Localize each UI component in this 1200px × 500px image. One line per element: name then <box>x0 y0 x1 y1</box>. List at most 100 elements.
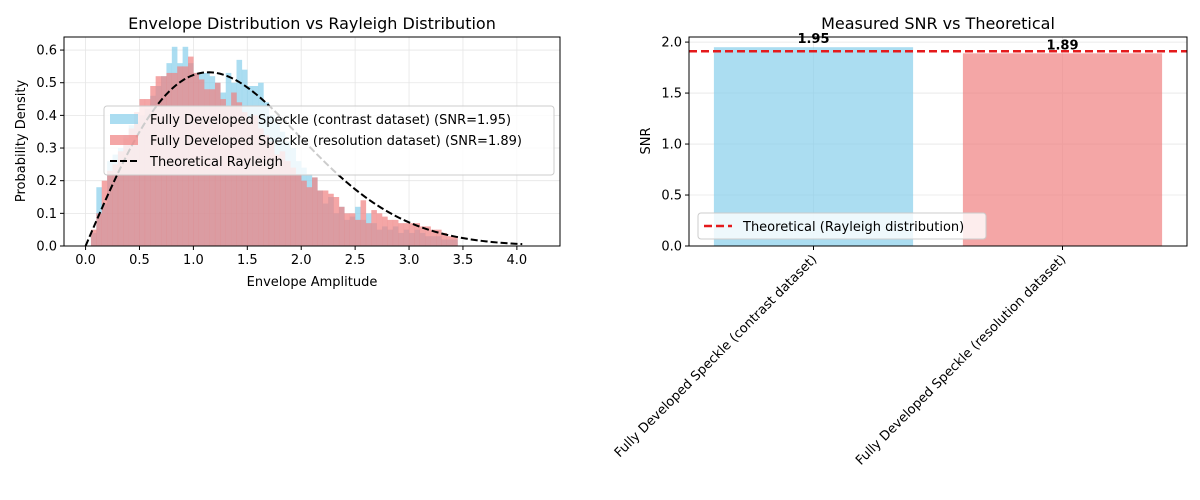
x-tick-label: 3.0 <box>399 253 420 268</box>
x-tick-label: 3.5 <box>453 253 474 268</box>
histogram-chart: Envelope Distribution vs Rayleigh Distri… <box>14 14 561 290</box>
histogram-bar-resolution <box>452 236 458 246</box>
histogram-bar-resolution <box>398 223 404 246</box>
histogram-bar-resolution <box>134 112 140 246</box>
histogram-legend: Fully Developed Speckle (contrast datase… <box>103 105 555 176</box>
histogram-bar-resolution <box>392 219 399 246</box>
legend-label-theoretical: Theoretical (Rayleigh distribution) <box>742 220 964 235</box>
histogram-bar-resolution <box>263 134 270 246</box>
histogram-bar-resolution <box>387 219 394 246</box>
histogram-bar-resolution <box>247 118 253 246</box>
x-tick-label: 1.0 <box>183 253 204 268</box>
histogram-title: Envelope Distribution vs Rayleigh Distri… <box>128 14 496 33</box>
histogram-bar-resolution <box>322 190 329 246</box>
histogram-bar-resolution <box>436 229 442 246</box>
histogram-bar-resolution <box>338 206 345 246</box>
histogram-bar-resolution <box>425 226 431 246</box>
histogram-bar-resolution <box>258 128 264 246</box>
y-tick-label: 0.2 <box>36 174 57 189</box>
histogram-bar-resolution <box>285 161 291 246</box>
snr-bar <box>962 53 1163 246</box>
histogram-bar-resolution <box>409 223 415 246</box>
y-tick-label: 0.0 <box>661 240 682 255</box>
snr-legend-box <box>697 212 987 240</box>
histogram-bar-resolution <box>295 174 302 246</box>
histogram-bar-resolution <box>344 213 350 246</box>
x-tick-label: 2.0 <box>291 253 312 268</box>
histogram-bar-resolution <box>419 226 426 246</box>
legend-label-resolution: Fully Developed Speckle (resolution data… <box>150 134 522 149</box>
x-tick-label: Fully Developed Speckle (resolution data… <box>853 252 1069 468</box>
histogram-bar-resolution <box>96 213 102 246</box>
histogram-bar-resolution <box>312 177 318 246</box>
y-tick-label: 0.4 <box>36 109 57 124</box>
histogram-bar-resolution <box>355 219 361 246</box>
y-tick-label: 1.0 <box>661 138 682 153</box>
snr-value-label: 1.89 <box>1046 38 1078 53</box>
histogram-bar-resolution <box>376 213 383 246</box>
histogram-bar-resolution <box>441 232 447 246</box>
y-tick-label: 2.0 <box>661 36 682 51</box>
snr-chart: Measured SNR vs Theoretical 1.95 1.89 Ful… <box>612 14 1188 468</box>
histogram-legend-box <box>103 105 555 176</box>
histogram-bar-resolution <box>290 167 297 246</box>
x-tick-label: 0.0 <box>75 253 96 268</box>
histogram-bar-resolution <box>241 112 248 246</box>
snr-x-ticks: Fully Developed Speckle (contrast datase… <box>612 246 1069 468</box>
histogram-bar-resolution <box>225 105 232 246</box>
histogram-y-axis-label: Probability Density <box>14 80 29 203</box>
histogram-bar-resolution <box>306 187 313 246</box>
histogram-bar-resolution <box>414 223 421 246</box>
histogram-bar-resolution <box>349 213 356 246</box>
snr-y-ticks: 0.0 0.5 1.0 1.5 2.0 <box>661 36 689 255</box>
snr-title: Measured SNR vs Theoretical <box>821 14 1055 33</box>
snr-y-axis-label: SNR <box>639 127 654 154</box>
histogram-bar-resolution <box>365 223 372 246</box>
histogram-bar-resolution <box>301 180 307 246</box>
histogram-plot-frame <box>63 36 561 247</box>
y-tick-label: 0.3 <box>36 142 57 157</box>
histogram-bar-resolution <box>107 170 113 246</box>
histogram-bar-resolution <box>128 128 135 246</box>
x-tick-label: 4.0 <box>507 253 528 268</box>
y-tick-label: 0.0 <box>36 240 57 255</box>
y-tick-label: 0.6 <box>36 44 57 59</box>
histogram-bar-resolution <box>117 151 124 246</box>
x-tick-label: 2.5 <box>345 253 366 268</box>
snr-plot-frame <box>688 36 1188 247</box>
y-tick-label: 0.5 <box>661 189 682 204</box>
histogram-bar-resolution <box>112 164 119 246</box>
histogram-y-ticks: 0.0 0.1 0.2 0.3 0.4 0.5 0.6 <box>36 44 64 255</box>
snr-value-label: 1.95 <box>797 32 829 47</box>
histogram-bar-resolution <box>279 151 286 246</box>
histogram-bar-resolution <box>317 190 323 246</box>
legend-swatch-resolution <box>110 135 138 145</box>
legend-label-contrast: Fully Developed Speckle (contrast datase… <box>150 113 511 128</box>
snr-value-labels: 1.95 1.89 <box>797 32 1078 53</box>
snr-legend: Theoretical (Rayleigh distribution) <box>697 212 987 240</box>
legend-label-rayleigh: Theoretical Rayleigh <box>149 155 283 170</box>
x-tick-label: 1.5 <box>237 253 258 268</box>
legend-swatch-contrast <box>110 114 138 124</box>
histogram-bar-resolution <box>382 216 388 246</box>
histogram-bar-resolution <box>446 236 453 246</box>
histogram-bar-resolution <box>90 229 97 246</box>
histogram-bar-resolution <box>274 154 280 246</box>
histogram-bar-resolution <box>123 138 129 246</box>
histogram-bar-resolution <box>333 197 340 246</box>
x-tick-label: 0.5 <box>129 253 150 268</box>
y-tick-label: 0.1 <box>36 207 57 222</box>
histogram-bar-resolution <box>252 115 259 246</box>
histogram-bar-resolution <box>360 200 367 246</box>
histogram-bar-resolution <box>371 210 377 246</box>
histogram-x-axis-label: Envelope Amplitude <box>247 275 378 290</box>
histogram-bar-resolution <box>328 193 334 246</box>
y-tick-label: 1.5 <box>661 87 682 102</box>
histogram-bar-resolution <box>268 141 275 246</box>
x-tick-label: Fully Developed Speckle (contrast datase… <box>612 252 821 461</box>
histogram-bar-resolution <box>403 223 410 246</box>
y-tick-label: 0.5 <box>36 76 57 91</box>
histogram-bar-resolution <box>430 229 437 246</box>
histogram-bar-resolution <box>101 180 108 246</box>
